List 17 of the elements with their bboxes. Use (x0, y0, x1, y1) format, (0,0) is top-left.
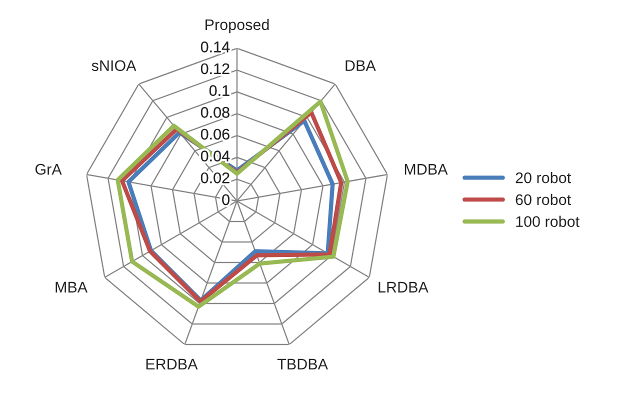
spoke-label: LRDBA (378, 282, 428, 292)
legend-label: 20 robot (516, 172, 571, 184)
y-tick-label: 0.14 (200, 42, 230, 52)
spoke-label: TBDBA (277, 358, 328, 370)
y-tick-label: 0.06 (200, 128, 230, 140)
legend-label: 60 robot (516, 194, 571, 206)
y-tick-label: 0.08 (200, 106, 230, 118)
spoke-label: sNIOA (92, 60, 136, 72)
spoke-label: Proposed (206, 18, 269, 34)
y-tick-label: 0.1 (209, 85, 230, 96)
spoke-label: GrA (35, 164, 62, 175)
spoke-label: MBA (56, 282, 88, 292)
legend-label: 100 robot (516, 216, 580, 227)
y-tick-label: 0.12 (200, 63, 230, 74)
spoke-label: MDBA (404, 164, 448, 175)
spoke-label: DBA (346, 60, 376, 71)
spoke-label: ERDBA (146, 358, 198, 370)
